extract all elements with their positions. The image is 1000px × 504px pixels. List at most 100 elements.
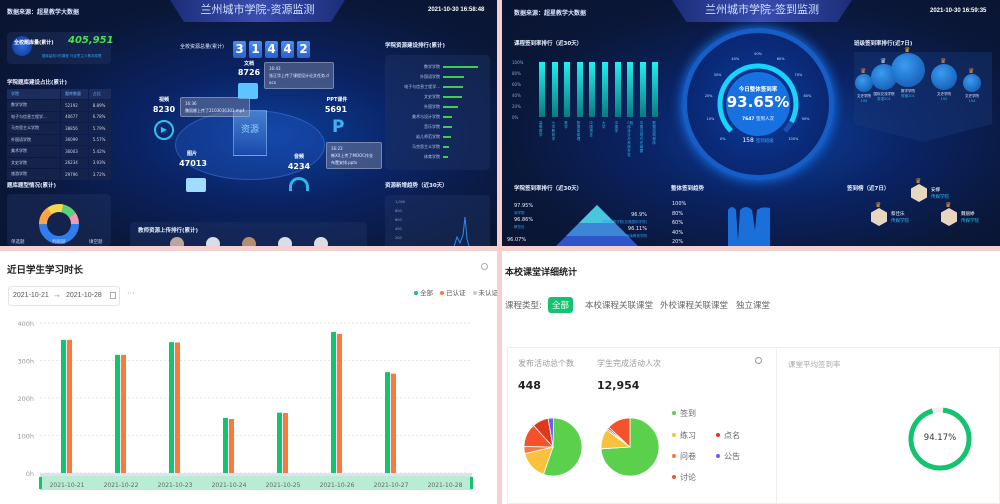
calendar-icon[interactable]	[110, 292, 116, 299]
gauge-tick: 60%	[776, 57, 785, 62]
legend-dot-icon	[414, 291, 418, 295]
legend-dot-icon	[672, 475, 676, 479]
zoom-slider[interactable]	[40, 476, 472, 490]
course-name: 数学	[564, 121, 568, 129]
x-tick-label: 2021-10-28	[428, 482, 463, 489]
table-cell: 26234	[61, 157, 88, 168]
x-tick-label: 2021-10-27	[374, 482, 409, 489]
legend-label: 公告	[724, 452, 740, 461]
gauge-tick: 80%	[803, 94, 812, 99]
info-icon[interactable]	[755, 357, 762, 364]
ranking-bar	[443, 86, 464, 88]
pie-slice-公告[interactable]	[547, 417, 554, 448]
tab-external-course[interactable]: 外校课程关联课堂	[660, 301, 729, 311]
legend-item[interactable]: 已认证	[440, 289, 466, 297]
bar-全部[interactable]	[277, 412, 282, 473]
completions-label: 学生完成活动人次	[597, 359, 661, 368]
legend-dot-icon	[440, 291, 444, 295]
bar-已认证[interactable]	[67, 339, 72, 473]
ppt-icon: P	[332, 117, 345, 137]
crown-icon: ♛	[968, 67, 975, 75]
crown-icon: ♛	[940, 57, 947, 65]
question-types-title: 题库题型情况(累计)	[7, 183, 57, 189]
date-end[interactable]: 2021-10-28	[66, 292, 102, 299]
zoom-handle-right[interactable]	[470, 477, 473, 489]
ranking-bar	[443, 146, 449, 148]
course-name: 小学教育学	[551, 121, 556, 141]
axis-tick: 800	[395, 209, 402, 213]
table-row: 文史学院 26234 3.93%	[7, 157, 111, 168]
zoom-track[interactable]	[40, 473, 472, 478]
legend-dot-icon	[672, 454, 676, 458]
legend-label: 问卷	[680, 452, 696, 461]
bar-全部[interactable]	[331, 332, 336, 473]
bar-已认证[interactable]	[229, 419, 234, 473]
legend-item[interactable]: 未认证	[472, 289, 498, 297]
ranking-bar	[443, 66, 478, 68]
tip-text: 魏丽娜上传了2103036301.mp4	[185, 108, 245, 113]
class-college: 文史学院	[937, 92, 951, 96]
legend-item[interactable]: 全部	[414, 289, 433, 297]
ranking-bar	[443, 126, 452, 128]
ranking-bar	[443, 106, 459, 108]
legend-label: 讨论	[680, 473, 696, 482]
bar-全部[interactable]	[61, 339, 66, 473]
more-button[interactable]: ···	[127, 289, 135, 298]
bar-全部[interactable]	[169, 342, 174, 473]
class-stats-panel: 本校课堂详细统计 课程类型: 全部 本校课程关联课堂 外校课程关联课堂 独立课堂…	[502, 251, 1000, 504]
bar-全部[interactable]	[223, 417, 228, 473]
tab-independent[interactable]: 独立课堂	[736, 301, 771, 311]
legend-label: 练习	[680, 431, 696, 440]
date-start[interactable]: 2021-10-21	[13, 292, 49, 299]
zoom-handle-left[interactable]	[39, 477, 42, 489]
study-time-chart: 0h 100h 200h 300h 400h 2021-10-21 2021-10-22 20…	[17, 320, 473, 490]
user-avatar	[911, 184, 927, 202]
tab-school-course[interactable]: 本校课程关联课堂	[585, 301, 654, 311]
bar-已认证[interactable]	[121, 354, 126, 473]
class-college: 文史学院	[965, 94, 979, 98]
resource-cube	[233, 110, 267, 156]
class-avatar	[963, 74, 981, 92]
college-rate: 96.07%	[507, 237, 527, 243]
bar-已认证[interactable]	[337, 333, 342, 473]
col-header: 题库数量	[61, 89, 88, 99]
tab-all[interactable]: 全部	[548, 297, 574, 313]
ranking-bar	[443, 76, 464, 78]
counter-digit: 4	[281, 41, 294, 58]
x-tick-label: 2021-10-26	[320, 482, 355, 489]
course-name: 数据库原理	[576, 121, 581, 141]
bar-全部[interactable]	[385, 372, 390, 473]
doc-label: 文档	[243, 61, 254, 67]
pie-slice-签到[interactable]	[601, 417, 659, 477]
axis-tick: 80%	[512, 71, 521, 76]
college-rate: 96.11%	[627, 226, 647, 232]
legend-label: 未认证	[478, 289, 498, 297]
bar-已认证[interactable]	[283, 413, 288, 473]
gauge-tick: 0%	[719, 137, 726, 142]
axis-tick: 600	[395, 218, 402, 222]
class-avatar	[891, 53, 925, 87]
bar-已认证[interactable]	[391, 373, 396, 473]
bar-全部[interactable]	[115, 354, 120, 473]
legend-label: 全部	[420, 289, 433, 297]
ranking-bar	[443, 156, 448, 158]
info-icon[interactable]	[481, 263, 488, 270]
table-cell: 马克思主义学院	[7, 123, 61, 134]
class-stats-title: 本校课堂详细统计	[505, 268, 578, 278]
pie-slice-讨论[interactable]	[608, 417, 631, 448]
bar-已认证[interactable]	[175, 342, 180, 474]
arrow-right-icon: →	[54, 292, 60, 300]
table-cell: 3.93%	[88, 157, 111, 168]
legend-label: 点名	[724, 431, 740, 440]
crown-icon: ♛	[880, 57, 887, 65]
table-cell: 5.57%	[88, 134, 111, 145]
axis-tick: 60%	[672, 220, 684, 226]
gauge-tick: 90%	[801, 117, 810, 122]
college-name: 国际教育学院(丝路国际学院)	[602, 220, 647, 224]
image-icon	[186, 178, 206, 192]
legend-dot-icon	[716, 454, 720, 458]
pie-slice-签到[interactable]	[542, 417, 582, 477]
date-range-picker[interactable]: 2021-10-21 → 2021-10-28	[8, 286, 120, 306]
tip-time: 16:36	[185, 101, 197, 106]
